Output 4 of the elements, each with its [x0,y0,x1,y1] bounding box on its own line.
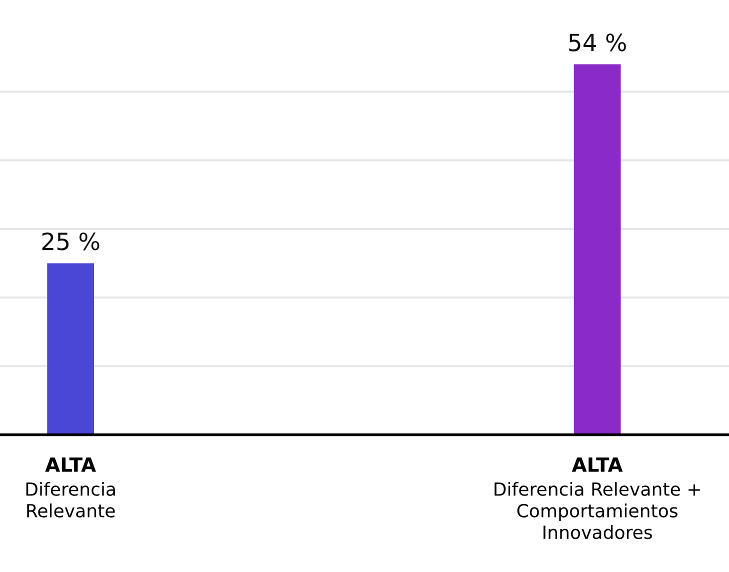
x-tick-label: ALTA Diferencia Relevante + Comportamientos Innovadores [494,458,700,540]
data-label: 54 % [569,34,626,52]
data-label: 25 % [42,232,100,250]
x-tick-label: ALTA Diferencia Relevante [26,458,115,518]
